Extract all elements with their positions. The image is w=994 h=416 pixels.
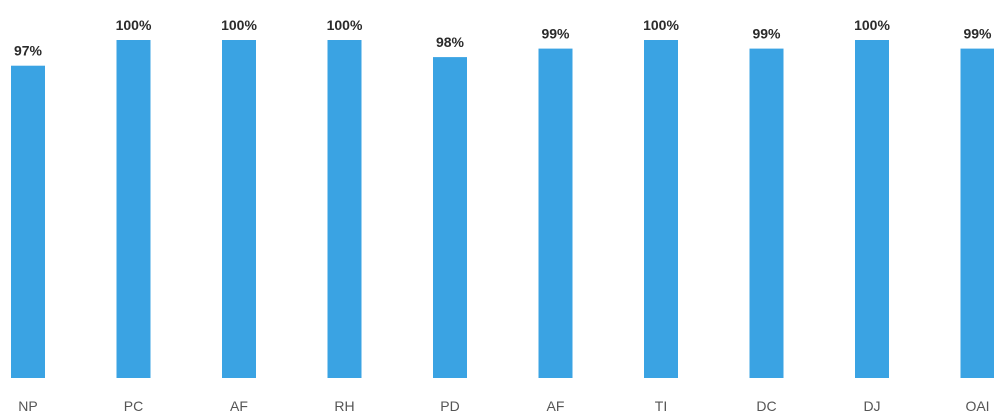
x-tick-label-2: PC	[124, 398, 143, 414]
data-label-10: 99%	[963, 26, 992, 42]
data-labels-group: 97% 100% 100% 100% 98% 99% 100% 99% 100% 99%	[14, 17, 992, 59]
x-axis-ticks: NP PC AF RH PD AF TI DC DJ OAI	[18, 398, 989, 414]
x-tick-label-4: RH	[334, 398, 354, 414]
bar-10	[960, 48, 994, 378]
x-tick-label-7: TI	[655, 398, 667, 414]
x-tick-label-5: PD	[440, 398, 459, 414]
bar-8	[749, 48, 784, 378]
x-tick-label-10: OAI	[965, 398, 989, 414]
bar-7	[644, 40, 678, 378]
x-tick-label-8: DC	[756, 398, 776, 414]
data-label-7: 100%	[643, 17, 679, 33]
data-label-4: 100%	[327, 17, 363, 33]
bar-2	[116, 40, 151, 378]
data-label-2: 100%	[116, 17, 152, 33]
x-tick-label-6: AF	[547, 398, 565, 414]
x-tick-label-9: DJ	[863, 398, 880, 414]
bar-1	[11, 65, 45, 378]
data-label-8: 99%	[752, 26, 781, 42]
x-tick-label-1: NP	[18, 398, 37, 414]
bars-group	[11, 40, 994, 378]
data-label-3: 100%	[221, 17, 257, 33]
bar-5	[433, 57, 467, 378]
data-label-6: 99%	[541, 26, 570, 42]
data-label-5: 98%	[436, 34, 465, 50]
bar-9	[855, 40, 889, 378]
data-label-1: 97%	[14, 43, 43, 59]
x-tick-label-3: AF	[230, 398, 248, 414]
bar-4	[327, 40, 362, 378]
bar-6	[538, 48, 573, 378]
data-label-9: 100%	[854, 17, 890, 33]
bar-3	[222, 40, 256, 378]
